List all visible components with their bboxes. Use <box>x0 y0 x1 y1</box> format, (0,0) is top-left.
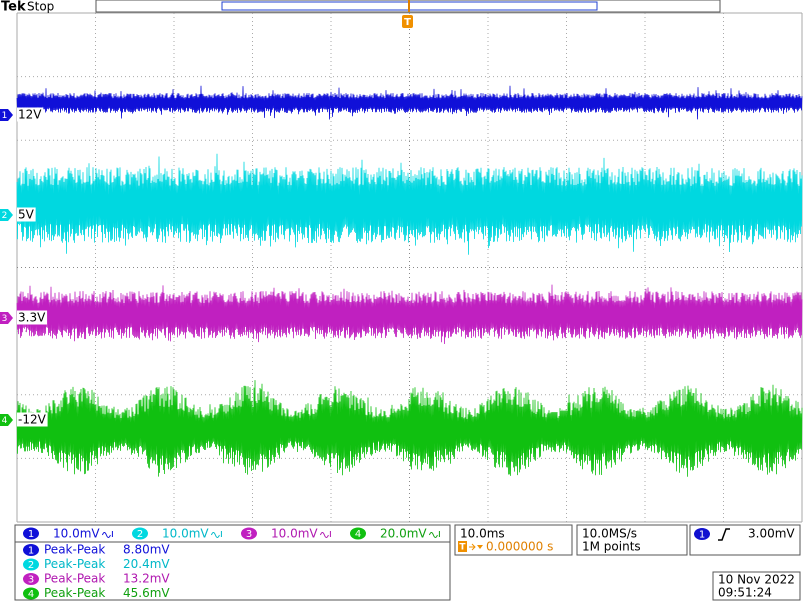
trigger-arrow-head <box>477 545 483 549</box>
channel-label: 3.3V <box>18 311 46 325</box>
trigger-slope-icon <box>718 528 730 541</box>
channel-marker <box>0 312 13 324</box>
channel-label-background <box>17 310 48 325</box>
channel-label: 5V <box>18 208 35 222</box>
waveforms <box>16 85 803 477</box>
channel-label-background <box>17 207 36 222</box>
trigger-icon <box>458 541 467 552</box>
channel-number: 3 <box>246 529 252 540</box>
channel-markers: 1 12V 2 5V 3 3.3V 4 -12V <box>0 107 48 427</box>
channel-scale: 10.0mV <box>271 527 318 541</box>
status: Stop <box>27 0 54 14</box>
measurement-badge <box>23 544 39 556</box>
bandwidth-icon <box>210 531 222 538</box>
bandwidth-icon <box>319 531 331 538</box>
channel-marker <box>0 414 13 426</box>
timebase-scale: 10.0ms <box>460 527 505 541</box>
measurement-type: Peak-Peak <box>44 586 105 600</box>
trigger-level: 3.00mV <box>748 527 795 541</box>
channel-scale: 10.0mV <box>53 527 100 541</box>
trigger-arrow <box>469 543 476 551</box>
measurement-channel: 1 <box>28 546 34 557</box>
measurement-value: 45.6mV <box>123 586 170 600</box>
measurement-badge <box>23 587 39 600</box>
waveform <box>16 153 803 255</box>
channel-badge <box>132 527 148 540</box>
waveform <box>16 284 803 345</box>
measurement-panel <box>14 541 451 601</box>
trigger-position: 0.000000 s <box>486 540 553 554</box>
measurement-value: 20.4mV <box>123 557 170 571</box>
trigger-source-badge <box>694 528 710 540</box>
waveform <box>16 380 803 477</box>
measurement-channel: 3 <box>28 575 34 586</box>
channel-number: 3 <box>2 314 8 324</box>
trigger-marker: T <box>404 17 411 28</box>
channel-label: 12V <box>18 108 42 122</box>
channel-marker <box>0 109 13 121</box>
acquisition-panel <box>576 524 688 556</box>
channel-marker <box>0 209 13 221</box>
measurement-type: Peak-Peak <box>44 543 105 557</box>
channel-badge <box>350 527 366 540</box>
trigger-icon-text: T <box>459 543 466 553</box>
measurement-value: 13.2mV <box>123 572 170 586</box>
channel-label-background <box>17 412 48 427</box>
measurement-badge <box>23 558 39 571</box>
bandwidth-icon <box>101 531 113 538</box>
trigger-panel <box>689 524 801 556</box>
trigger-marker-box <box>402 15 413 28</box>
timebase-panel <box>454 524 573 556</box>
channel-number: 1 <box>2 111 8 121</box>
channel-settings: 1 10.0mV 2 10.0mV 3 10.0mV 4 20.0mV <box>23 527 440 541</box>
measurement-type: Peak-Peak <box>44 557 105 571</box>
bandwidth-icon <box>428 531 440 538</box>
datetime-panel <box>712 571 801 601</box>
brand: Tek <box>1 0 26 15</box>
sample-rate: 10.0MS/s <box>582 527 637 541</box>
channel-badge <box>241 527 257 540</box>
measurement-channel: 2 <box>28 560 34 571</box>
waveform <box>16 85 803 120</box>
channel-label: -12V <box>18 413 47 427</box>
channel-label-background <box>17 107 44 122</box>
trigger-source: 1 <box>699 530 705 541</box>
measurements: 1 Peak-Peak 8.80mV 2 Peak-Peak 20.4mV 3 Peak-Pe… <box>23 543 170 600</box>
channel-scale: 10.0mV <box>162 527 209 541</box>
channel-number: 2 <box>2 211 8 221</box>
measurement-channel: 4 <box>28 589 34 600</box>
channel-number: 2 <box>137 529 143 540</box>
channel-number: 4 <box>2 416 8 426</box>
measurement-badge <box>23 573 39 585</box>
channel-scale: 20.0mV <box>380 527 427 541</box>
channel-badge <box>23 527 39 540</box>
measurement-value: 8.80mV <box>123 543 170 557</box>
record-length: 1M points <box>582 540 641 554</box>
measurement-type: Peak-Peak <box>44 572 105 586</box>
channel-number: 1 <box>28 529 34 540</box>
channel-number: 4 <box>355 529 361 540</box>
time: 09:51:24 <box>718 586 772 600</box>
date: 10 Nov 2022 <box>718 573 795 587</box>
